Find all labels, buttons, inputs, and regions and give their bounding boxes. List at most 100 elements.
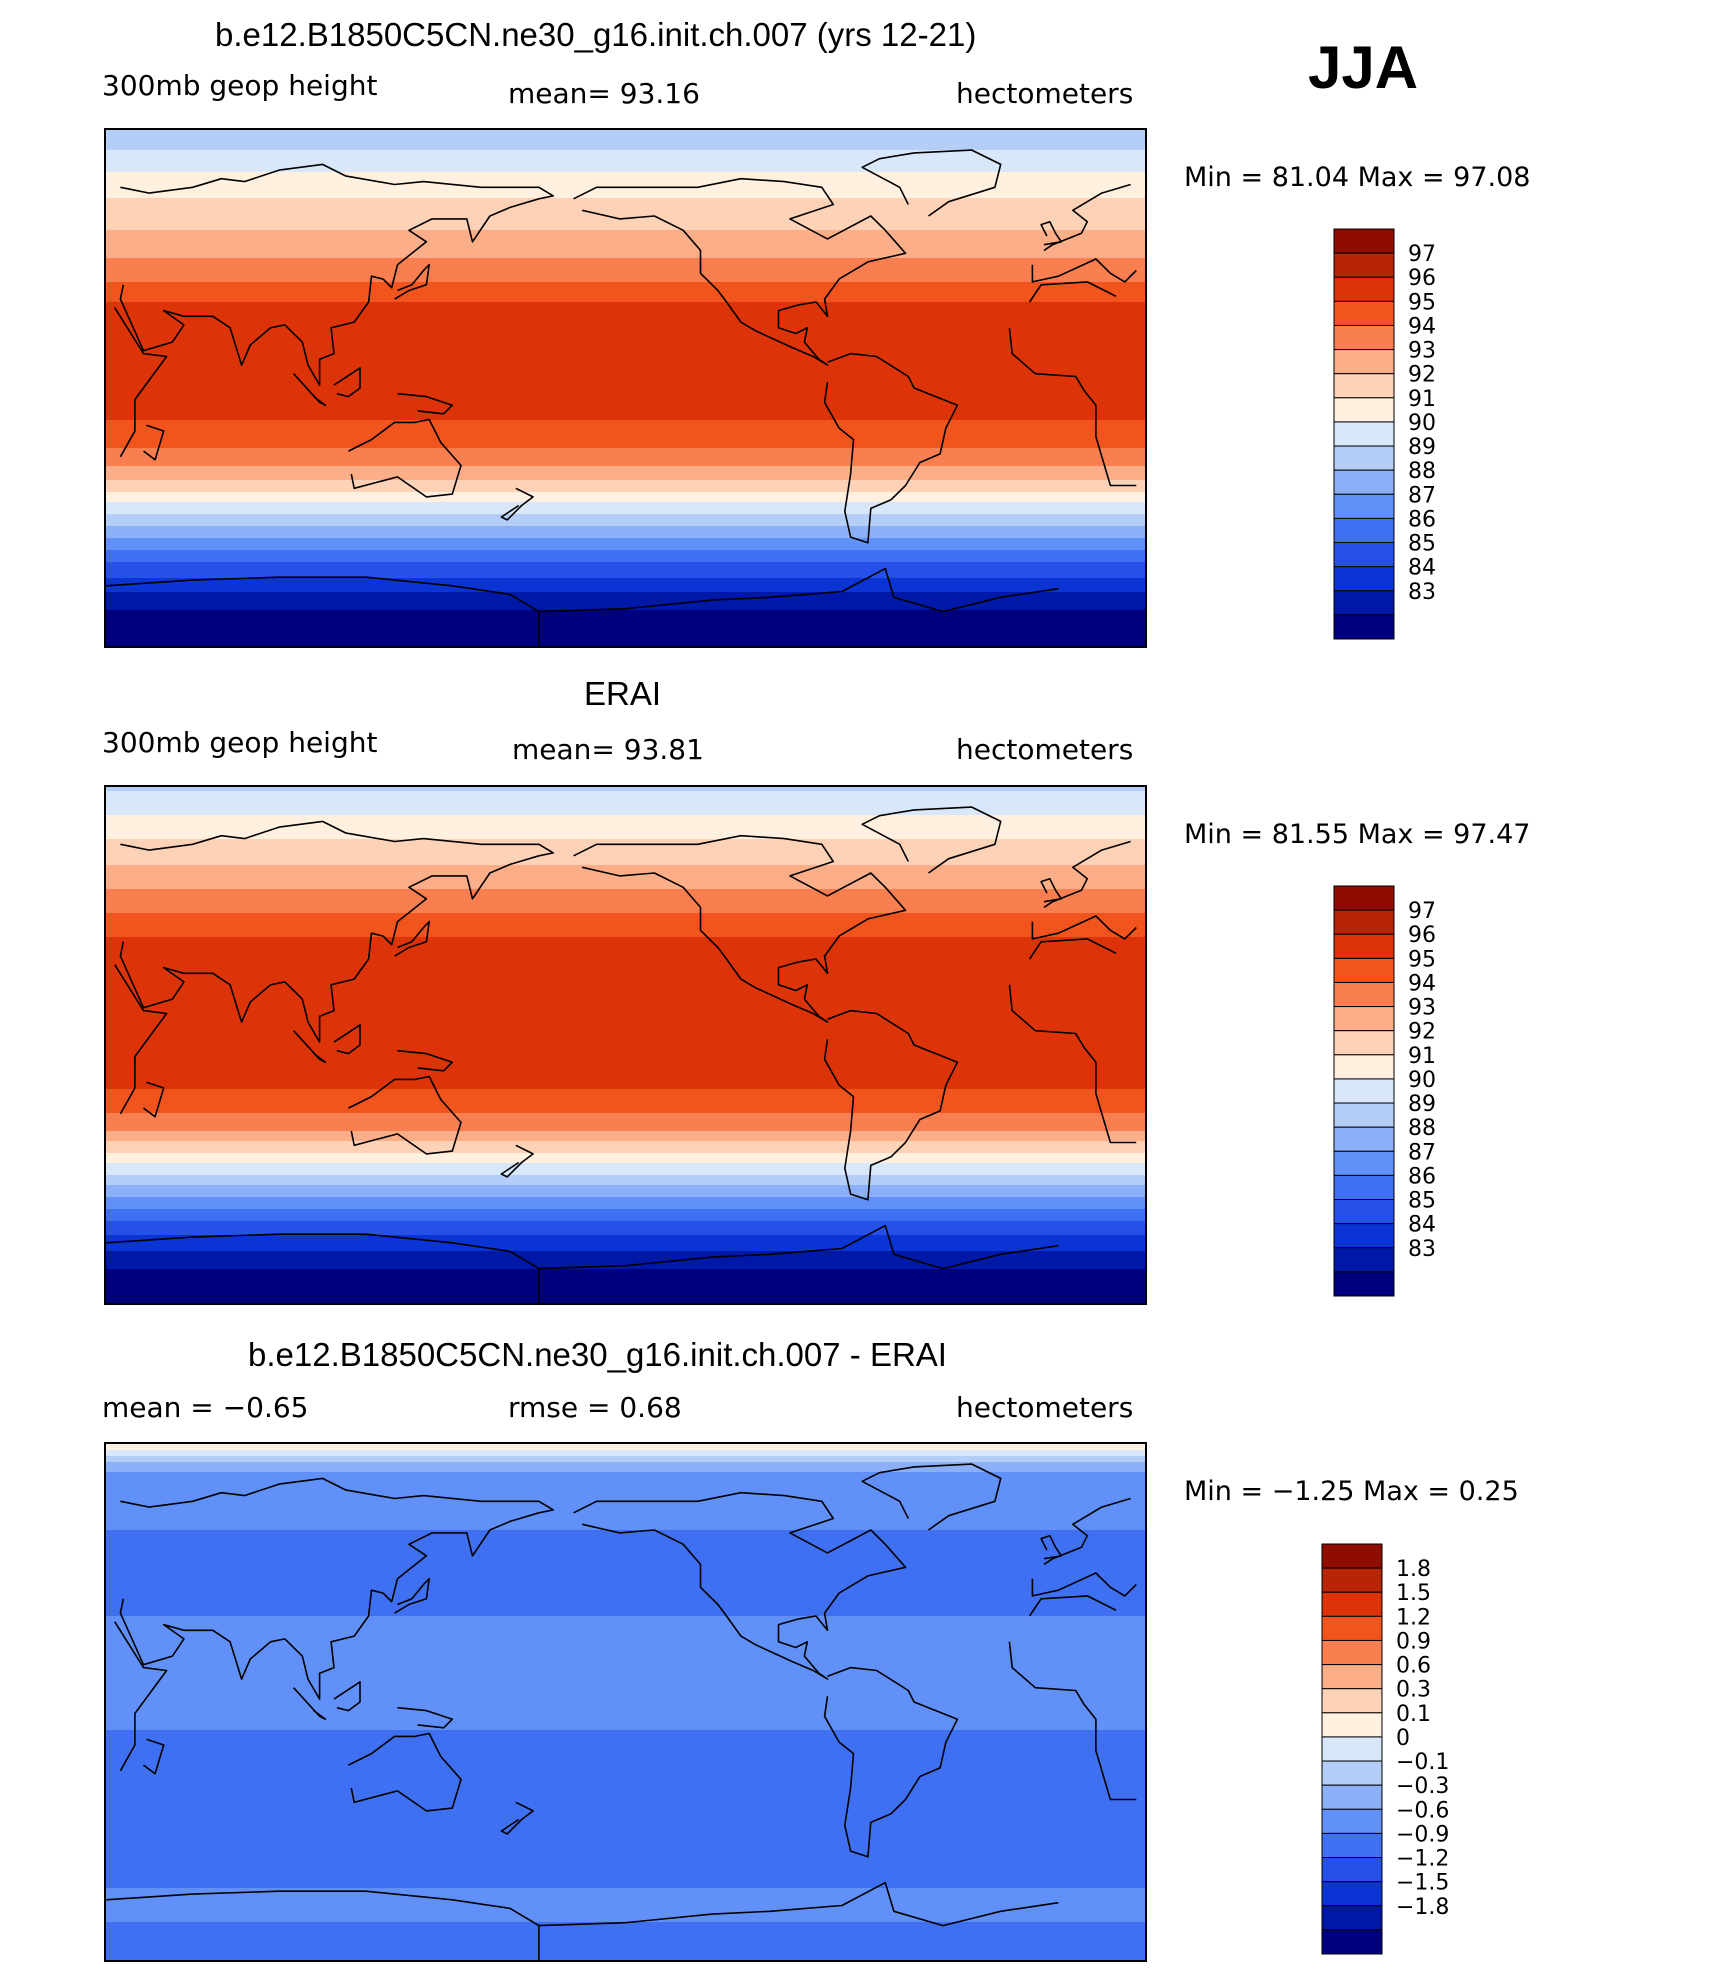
colorbar-box [1321, 1760, 1383, 1786]
contour-band [106, 1271, 1145, 1274]
contour-band [106, 1013, 1145, 1016]
contour-band [106, 622, 1145, 625]
contour-band [106, 564, 1145, 567]
contour-band [106, 392, 1145, 395]
colorbar-box [1333, 885, 1395, 911]
contour-band [106, 981, 1145, 984]
contour-band [106, 256, 1145, 259]
contour-band [106, 462, 1145, 465]
contour-band [106, 1542, 1145, 1545]
contour-band [106, 302, 1145, 305]
contour-band [106, 1840, 1145, 1843]
contour-band [106, 801, 1145, 804]
contour-band [106, 1540, 1145, 1543]
contour-band [106, 130, 1145, 133]
contour-band [106, 1446, 1145, 1449]
contour-band [106, 969, 1145, 972]
contour-band [106, 1113, 1145, 1116]
contour-band [106, 1077, 1145, 1080]
contour-band [106, 1157, 1145, 1160]
contour-band [106, 508, 1145, 511]
contour-band [106, 1892, 1145, 1895]
contour-band [106, 220, 1145, 223]
contour-band [106, 947, 1145, 950]
colorbar-box [1321, 1784, 1383, 1810]
contour-band [106, 282, 1145, 285]
contour-band [106, 1582, 1145, 1585]
contour-band [106, 1794, 1145, 1797]
contour-band [106, 1496, 1145, 1499]
contour-band [106, 334, 1145, 337]
coastline [538, 567, 1059, 613]
coastline [293, 1030, 327, 1064]
contour-band [106, 1910, 1145, 1913]
contour-band [106, 382, 1145, 385]
contour-band [106, 436, 1145, 439]
contour-band [106, 931, 1145, 934]
contour-band [106, 1700, 1145, 1703]
contour-band [106, 1732, 1145, 1735]
contour-band [106, 1009, 1145, 1012]
contour-band [106, 1155, 1145, 1158]
contour-band [106, 1744, 1145, 1747]
contour-band [106, 1612, 1145, 1615]
contour-band [106, 290, 1145, 293]
contour-band [106, 1534, 1145, 1537]
contour-band [106, 1452, 1145, 1455]
contour-band [106, 226, 1145, 229]
contour-band [106, 224, 1145, 227]
contour-band [106, 378, 1145, 381]
contour-band [106, 1544, 1145, 1547]
contour-band [106, 1810, 1145, 1813]
contour-band [106, 889, 1145, 892]
contour-band [106, 945, 1145, 948]
contour-band [106, 440, 1145, 443]
contour-band [106, 1494, 1145, 1497]
contour-band [106, 1782, 1145, 1785]
contour-band [106, 1089, 1145, 1092]
contour-band [106, 1029, 1145, 1032]
contour-band [106, 1287, 1145, 1290]
panel-1-map-plot [106, 130, 1145, 646]
contour-band [106, 572, 1145, 575]
contour-band [106, 963, 1145, 966]
contour-band [106, 1916, 1145, 1919]
contour-band [106, 1502, 1145, 1505]
contour-band [106, 1476, 1145, 1479]
contour-band [106, 516, 1145, 519]
contour-band [106, 1640, 1145, 1643]
contour-band [106, 1792, 1145, 1795]
coastline [143, 1738, 165, 1775]
contour-band [106, 554, 1145, 557]
contour-band [106, 180, 1145, 183]
contour-band [106, 450, 1145, 453]
contour-band [106, 166, 1145, 169]
contour-band [106, 324, 1145, 327]
coastline [861, 149, 1002, 217]
contour-band [106, 566, 1145, 569]
contour-band [106, 520, 1145, 523]
contour-band [106, 292, 1145, 295]
colorbar-box [1333, 445, 1395, 471]
colorbar-box [1333, 542, 1395, 568]
contour-band [106, 1946, 1145, 1949]
contour-band [106, 1141, 1145, 1144]
contour-band [106, 1562, 1145, 1565]
contour-band [106, 320, 1145, 323]
contour-band [106, 959, 1145, 962]
contour-band [106, 1844, 1145, 1847]
contour-band [106, 1083, 1145, 1086]
contour-band [106, 374, 1145, 377]
coastline [114, 1621, 168, 1772]
contour-band [106, 1297, 1145, 1300]
panel-2-min-max: Min = 81.55 Max = 97.47 [1184, 819, 1531, 850]
contour-band [106, 252, 1145, 255]
contour-band [106, 372, 1145, 375]
contour-band [106, 144, 1145, 147]
contour-band [106, 536, 1145, 539]
contour-band [106, 1546, 1145, 1549]
contour-band [106, 991, 1145, 994]
contour-band [106, 364, 1145, 367]
contour-band [106, 1109, 1145, 1112]
contour-band [106, 312, 1145, 315]
